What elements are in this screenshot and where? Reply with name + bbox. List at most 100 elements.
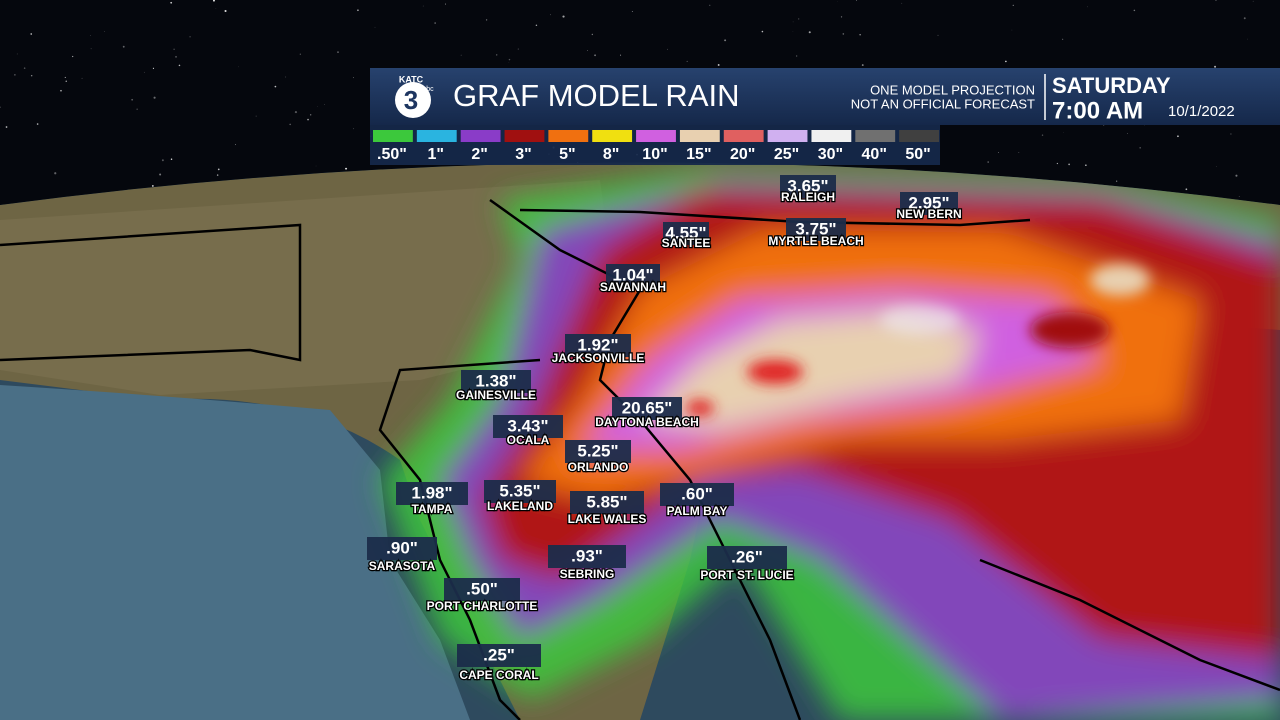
city-value-box (780, 175, 836, 198)
star (136, 108, 138, 110)
legend-label: 3" (515, 146, 531, 163)
legend-label: 15" (686, 146, 711, 163)
city-value-box (565, 440, 631, 463)
star (104, 31, 105, 32)
star (151, 185, 154, 187)
city-label: 5.25"ORLANDO (565, 440, 631, 475)
legend-label: 8" (603, 146, 619, 163)
city-value: .90" (386, 538, 418, 557)
star (0, 106, 1, 108)
star (535, 24, 538, 27)
city-value: .93" (571, 546, 603, 565)
star (16, 53, 18, 55)
star (1230, 133, 1232, 135)
star (937, 34, 939, 36)
star (1243, 17, 1246, 20)
legend-swatch (899, 130, 939, 142)
legend-swatch (679, 130, 720, 142)
city-name: PORT CHARLOTTE (427, 599, 538, 613)
star (315, 165, 317, 167)
logo-network: abc (422, 86, 434, 93)
star (724, 39, 727, 42)
city-value: 2.95" (908, 193, 949, 212)
star (5, 126, 8, 128)
city-label: 1.98"TAMPA (396, 482, 468, 517)
star (224, 9, 227, 13)
star (1062, 38, 1064, 40)
star (1011, 29, 1013, 31)
star (215, 7, 217, 9)
star (213, 0, 215, 2)
star (562, 15, 565, 18)
city-value-box (660, 483, 734, 506)
star (631, 10, 633, 12)
star (1185, 188, 1188, 191)
city-label: 5.85"LAKE WALES (566, 491, 648, 527)
star (1215, 166, 1217, 167)
star (1085, 164, 1087, 166)
star (987, 161, 990, 163)
day: SATURDAY (1052, 73, 1171, 98)
star (175, 56, 177, 58)
star (422, 5, 424, 7)
legend-label: 10" (642, 146, 667, 163)
city-label: 4.55"SANTEE (660, 222, 712, 251)
city-label: .60"PALM BAY (660, 483, 734, 519)
city-labels: 3.65"RALEIGH 2.95"NEW BERN 4.55"SANTEE 3.75… (367, 175, 963, 683)
star (143, 71, 145, 73)
star (65, 80, 67, 82)
star (1235, 174, 1238, 177)
city-value: 20.65" (622, 398, 673, 417)
star (856, 0, 857, 2)
star (517, 48, 519, 50)
city-label: .26" PORT ST. LUCIE (699, 546, 795, 583)
star (89, 35, 91, 36)
star (152, 67, 155, 69)
star (1116, 180, 1118, 182)
rain-cores (686, 264, 1150, 416)
city-value-box (565, 334, 631, 357)
city-value: 5.25" (577, 441, 618, 460)
legend-label: 1" (428, 146, 444, 163)
city-name: MYRTLE BEACH (768, 234, 863, 248)
city-value-box (606, 264, 660, 287)
city-label: .90" SARASOTA (367, 537, 437, 574)
date: 10/1/2022 (1168, 103, 1235, 120)
star (550, 14, 551, 16)
city-value-box (548, 545, 626, 568)
star (1056, 162, 1059, 165)
star (840, 16, 843, 18)
legend-label: 30" (818, 146, 843, 163)
star (122, 45, 125, 48)
city-value: .60" (681, 484, 713, 503)
city-name: OCALA (507, 433, 550, 447)
star (173, 48, 175, 50)
star (1215, 0, 1217, 1)
legend-swatch (504, 130, 545, 142)
city-name: SAVANNAH (600, 280, 666, 294)
city-name: LAKELAND (487, 499, 553, 513)
star (1068, 163, 1070, 166)
star (255, 115, 257, 117)
city-value-box (461, 370, 531, 393)
star (131, 98, 134, 101)
city-name: SANTEE (662, 236, 711, 250)
star (294, 110, 298, 114)
city-value: 3.75" (795, 219, 836, 238)
star (998, 152, 999, 153)
star (798, 18, 800, 20)
star (285, 76, 287, 78)
city-name: PALM BAY (667, 504, 728, 518)
star (337, 51, 339, 53)
city-value: .50" (466, 579, 498, 598)
legend-label: .50" (377, 146, 407, 163)
city-value-box (570, 491, 644, 514)
star (357, 9, 359, 12)
legend-swatch (416, 130, 457, 142)
legend-label: 50" (905, 146, 930, 163)
star (445, 3, 447, 5)
city-value-box (493, 415, 563, 438)
city-label: .93" SEBRING (548, 545, 626, 582)
city-value: 1.92" (577, 335, 618, 354)
city-name: DAYTONA BEACH (595, 415, 699, 429)
